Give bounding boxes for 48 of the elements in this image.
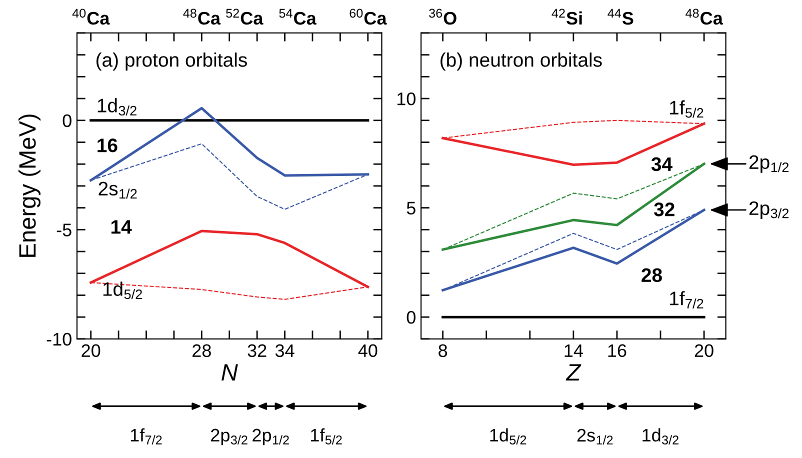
x-tick-label: 14 <box>564 344 583 357</box>
y-tick-label: 0 <box>62 114 72 128</box>
y-tick-label: 10 <box>397 92 416 106</box>
x-tick-label: 20 <box>694 344 714 358</box>
x-tick-label: 32 <box>248 344 266 358</box>
text: (a) proton orbitals <box>96 52 247 71</box>
annotation: 1f$_{7/2}$ <box>670 291 704 308</box>
text: 1d$_{3/2}$ <box>642 428 678 444</box>
x-axis-title: N <box>222 364 238 380</box>
annotation: 2s$_{1/2}$ <box>98 182 137 199</box>
text: 1f$_{7/2}$ <box>130 428 162 444</box>
text: $^{60}$Ca <box>350 8 387 25</box>
text: $^{40}$Ca <box>72 8 110 25</box>
annotation: 28 <box>642 268 662 282</box>
annotation: 2p$_{3/2}$ <box>749 201 789 219</box>
y-tick-label: 0 <box>406 311 416 324</box>
text: $^{52}$Ca <box>226 8 264 25</box>
x-tick-label: 40 <box>358 344 378 358</box>
annotation: 1d$_{3/2}$ <box>98 98 136 116</box>
x-axis-title: Z <box>566 364 582 380</box>
text: $^{54}$Ca <box>279 8 316 25</box>
y-tick-label: 5 <box>406 202 416 215</box>
x-tick-label: 34 <box>275 344 294 358</box>
annotation: 1f$_{5/2}$ <box>670 100 704 118</box>
x-tick-label: 8 <box>438 344 448 358</box>
text: $^{36}$O <box>429 8 456 25</box>
text: $^{44}$S <box>608 8 634 25</box>
text: $^{48}$Ca <box>183 8 221 25</box>
text: 2p$_{1/2}$ <box>252 428 289 446</box>
x-tick-label: 28 <box>192 344 211 358</box>
x-tick-label: 20 <box>82 344 100 358</box>
annotation: 16 <box>98 138 118 152</box>
annotation: 34 <box>651 157 672 172</box>
text: 1d$_{5/2}$ <box>490 428 526 444</box>
y-axis-title: Energy (MeV) <box>18 114 40 257</box>
text: $^{42}$Si <box>552 8 582 25</box>
text: 1f$_{5/2}$ <box>311 428 342 444</box>
text: 2s$_{1/2}$ <box>577 428 613 445</box>
y-tick-label: -5 <box>56 224 72 236</box>
text: (b) neutron orbitals <box>440 52 602 71</box>
text: $^{48}$Ca <box>686 8 724 25</box>
annotation: 14 <box>111 220 132 234</box>
annotation: 2p$_{1/2}$ <box>749 155 789 173</box>
x-tick-label: 16 <box>608 344 626 358</box>
annotation: 32 <box>654 202 674 216</box>
y-tick-label: -10 <box>46 332 72 346</box>
text: 2p$_{3/2}$ <box>211 428 248 446</box>
annotation: 1d$_{5/2}$ <box>103 282 142 300</box>
